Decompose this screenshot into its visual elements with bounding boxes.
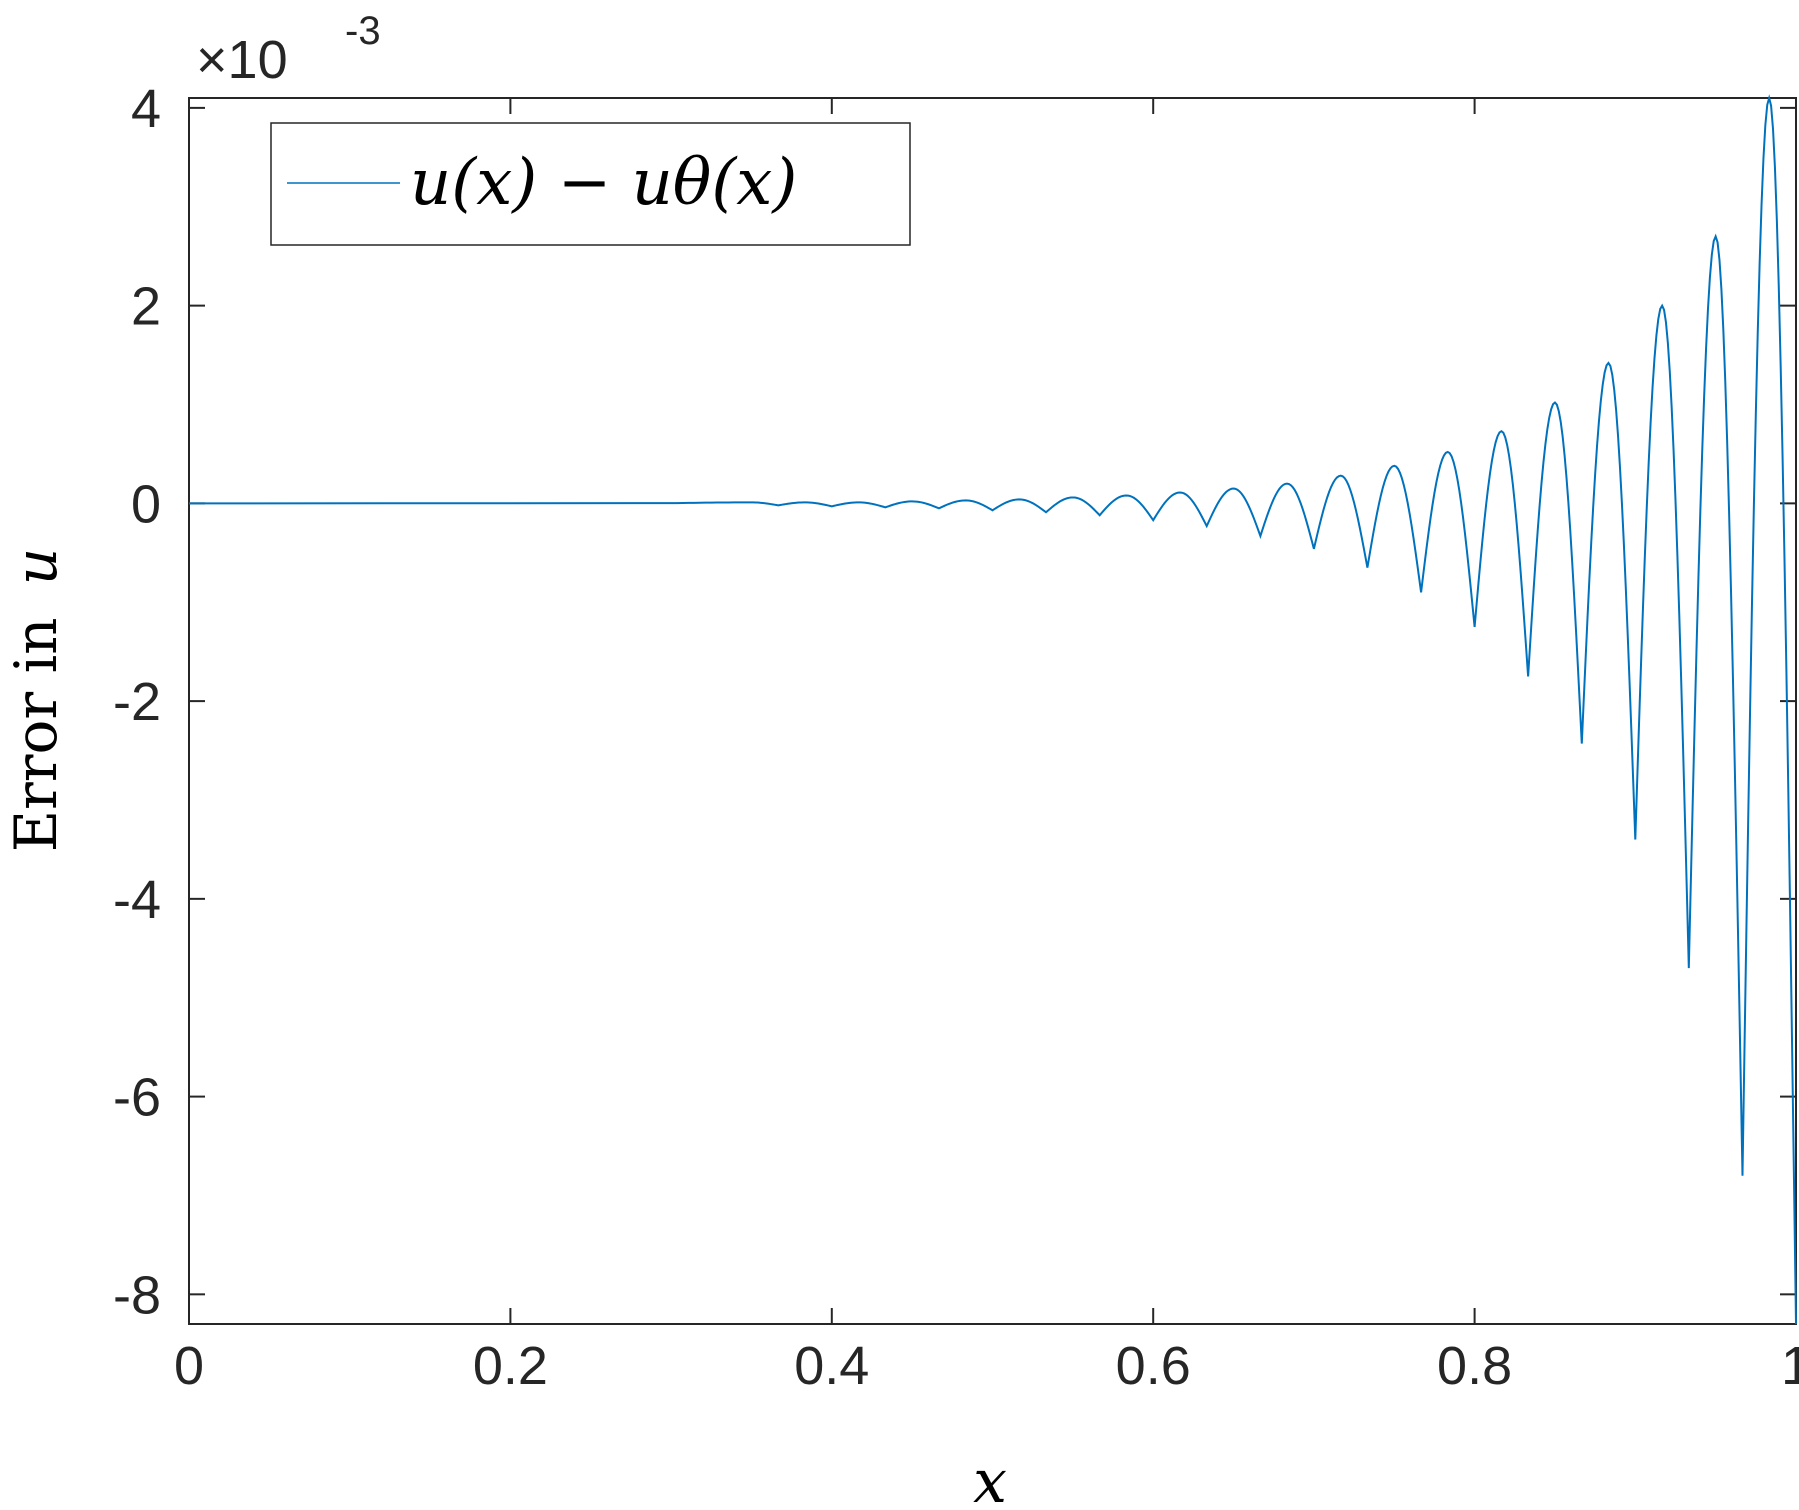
y-axis-label: Error in u [2,548,70,853]
x-tick-label: 0.4 [794,1336,869,1396]
x-tick-labels: 0 0.2 0.4 0.6 0.8 1 [174,1336,1799,1396]
y-tick-label: -2 [113,672,161,732]
x-tick-label: 0.8 [1437,1336,1512,1396]
x-tick-label: 0.6 [1116,1336,1191,1396]
x-tick-label: 1 [1781,1336,1799,1396]
x-tick-label: 0.2 [473,1336,548,1396]
y-exponent-prefix: ×10 [196,30,288,90]
svg-text:Error in u: Error in u [2,548,70,853]
y-tick-labels: 4 2 0 -2 -4 -6 -8 [113,79,161,1325]
y-tick-label: 2 [131,277,161,337]
y-tick-label: 4 [131,79,161,139]
series-line [188,94,1797,1325]
y-tick-label: -4 [113,870,161,930]
tick-marks [188,98,1797,1324]
x-axis-label: x [973,1447,1007,1510]
axes-frame [188,97,1797,1325]
y-exponent-power: -3 [345,9,381,53]
legend-box [270,122,911,246]
y-axis-label-text: Error in [2,618,70,853]
series-group [188,94,1797,1325]
y-axis-label-symbol: u [2,548,70,585]
x-tick-label: 0 [174,1336,204,1396]
y-tick-label: -8 [113,1265,161,1325]
legend-label: u(x) − uθ(x) [410,146,797,220]
plot-area [188,97,1797,1325]
y-tick-label: -6 [113,1068,161,1128]
legend: u(x) − uθ(x) [270,122,911,246]
y-tick-label: 0 [131,474,161,534]
